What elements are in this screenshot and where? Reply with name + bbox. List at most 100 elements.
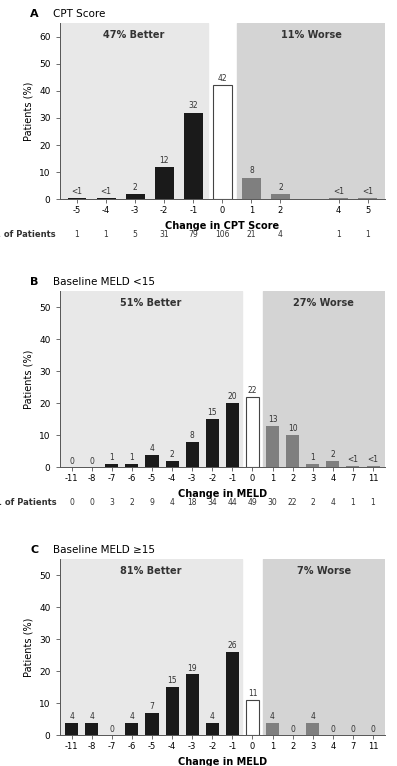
- Text: No. of Patients: No. of Patients: [0, 230, 55, 239]
- Text: 32: 32: [189, 101, 198, 110]
- Text: C: C: [30, 545, 39, 555]
- Text: 4: 4: [129, 712, 134, 721]
- Bar: [145, 713, 158, 735]
- Text: A: A: [30, 9, 39, 19]
- Text: 0: 0: [89, 498, 94, 507]
- Text: <1: <1: [71, 187, 83, 196]
- Text: 11% Worse: 11% Worse: [281, 30, 341, 40]
- Bar: [206, 722, 219, 735]
- Text: 47% Better: 47% Better: [103, 30, 164, 40]
- Text: 2: 2: [129, 498, 134, 507]
- Bar: [206, 419, 219, 467]
- Bar: [226, 403, 239, 467]
- Bar: [166, 687, 179, 735]
- Bar: [155, 167, 173, 199]
- Text: 31: 31: [159, 230, 169, 239]
- Text: Baseline MELD <15: Baseline MELD <15: [53, 277, 155, 287]
- Bar: [366, 466, 380, 467]
- Text: 1: 1: [371, 498, 376, 507]
- Text: 9: 9: [150, 498, 154, 507]
- Text: 2: 2: [278, 183, 283, 192]
- Text: 18: 18: [187, 498, 197, 507]
- Bar: [125, 464, 139, 467]
- Bar: [126, 194, 145, 199]
- Bar: [96, 198, 116, 199]
- Text: 27% Worse: 27% Worse: [293, 298, 354, 308]
- Text: <1: <1: [333, 187, 344, 196]
- Text: <1: <1: [362, 187, 373, 196]
- Text: 1: 1: [75, 230, 79, 239]
- Text: 26: 26: [227, 641, 237, 650]
- Bar: [262, 291, 385, 467]
- Text: 0: 0: [290, 725, 295, 734]
- Text: 4: 4: [278, 230, 283, 239]
- Text: 30: 30: [268, 498, 278, 507]
- Text: 44: 44: [227, 498, 237, 507]
- Text: 0: 0: [109, 725, 114, 734]
- Bar: [60, 291, 243, 467]
- Text: 4: 4: [270, 712, 275, 721]
- Text: 3: 3: [109, 498, 114, 507]
- Bar: [226, 652, 239, 735]
- Text: 7% Worse: 7% Worse: [297, 566, 351, 576]
- Text: 13: 13: [268, 414, 278, 424]
- Text: 0: 0: [69, 498, 74, 507]
- Text: 81% Better: 81% Better: [120, 566, 182, 576]
- Text: 2: 2: [310, 498, 315, 507]
- Text: 15: 15: [167, 676, 177, 686]
- Text: 5: 5: [133, 230, 137, 239]
- Text: 1: 1: [336, 230, 341, 239]
- Text: 2: 2: [170, 450, 174, 459]
- Bar: [286, 435, 299, 467]
- Bar: [186, 674, 199, 735]
- Text: 1: 1: [104, 230, 108, 239]
- Text: 0: 0: [370, 725, 376, 734]
- Text: 2: 2: [133, 183, 137, 192]
- Text: 1: 1: [365, 230, 370, 239]
- Bar: [329, 198, 348, 199]
- Bar: [326, 461, 339, 467]
- Text: 4: 4: [170, 498, 175, 507]
- Bar: [262, 559, 385, 735]
- Bar: [105, 464, 118, 467]
- Text: 42: 42: [218, 74, 227, 83]
- Text: 4: 4: [210, 712, 215, 721]
- Y-axis label: Patients (%): Patients (%): [23, 617, 33, 677]
- Text: 0: 0: [330, 725, 335, 734]
- Bar: [358, 198, 377, 199]
- Text: 4: 4: [330, 498, 335, 507]
- Bar: [266, 426, 279, 467]
- Y-axis label: Patients (%): Patients (%): [23, 349, 33, 409]
- Text: B: B: [30, 277, 39, 287]
- Bar: [186, 442, 199, 467]
- Text: 4: 4: [310, 712, 315, 721]
- Text: 0: 0: [89, 457, 94, 466]
- Text: 2: 2: [330, 450, 335, 459]
- Bar: [237, 23, 385, 199]
- Bar: [60, 23, 208, 199]
- Text: CPT Score: CPT Score: [53, 9, 106, 19]
- Text: 49: 49: [248, 498, 257, 507]
- Text: 1: 1: [310, 453, 315, 462]
- Text: 51% Better: 51% Better: [120, 298, 182, 308]
- Bar: [246, 700, 259, 735]
- Text: 106: 106: [215, 230, 229, 239]
- Bar: [271, 194, 290, 199]
- Bar: [184, 113, 203, 199]
- Text: 1: 1: [110, 453, 114, 462]
- Bar: [67, 198, 87, 199]
- Text: 4: 4: [89, 712, 94, 721]
- Bar: [306, 722, 319, 735]
- Bar: [246, 397, 259, 467]
- Text: 0: 0: [351, 725, 355, 734]
- Bar: [145, 454, 158, 467]
- Text: 11: 11: [248, 689, 257, 698]
- Text: <1: <1: [368, 455, 378, 464]
- Text: 22: 22: [288, 498, 297, 507]
- Text: 1: 1: [129, 453, 134, 462]
- Bar: [347, 466, 359, 467]
- Text: 0: 0: [69, 457, 74, 466]
- Text: 79: 79: [189, 230, 198, 239]
- Bar: [266, 722, 279, 735]
- Text: <1: <1: [100, 187, 112, 196]
